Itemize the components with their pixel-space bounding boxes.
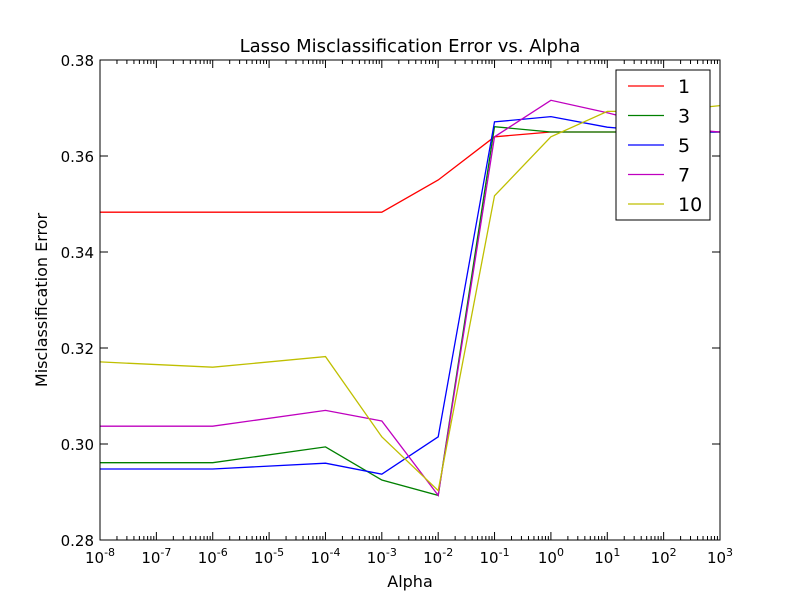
x-axis-label: Alpha: [387, 572, 433, 591]
legend-label-5: 5: [678, 135, 690, 157]
y-tick-label: 0.28: [61, 532, 94, 550]
y-tick-label: 0.32: [61, 340, 94, 358]
legend-label-1: 1: [678, 76, 690, 98]
y-tick-label: 0.36: [61, 148, 94, 166]
legend-label-3: 3: [678, 106, 690, 128]
legend-label-10: 10: [678, 194, 702, 216]
y-tick-label: 0.34: [61, 244, 94, 262]
y-tick-label: 0.30: [61, 436, 94, 454]
legend-label-7: 7: [678, 165, 690, 187]
y-axis-label: Misclassification Error: [32, 213, 51, 388]
chart-title: Lasso Misclassification Error vs. Alpha: [240, 36, 581, 57]
legend: 1 3 5 7 10: [615, 69, 711, 221]
y-tick-label: 0.38: [61, 52, 94, 70]
plot-frame: [99, 59, 721, 541]
